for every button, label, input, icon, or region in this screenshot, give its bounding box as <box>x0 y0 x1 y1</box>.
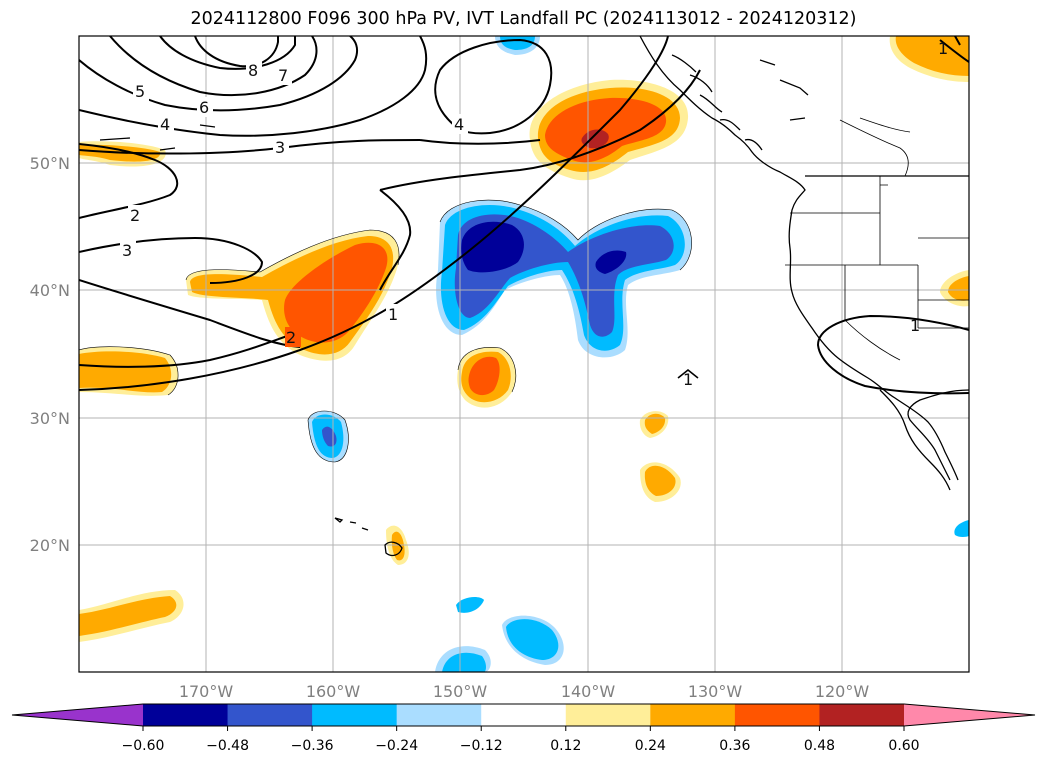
lon-label-170w: 170°W <box>179 682 234 701</box>
colorbar-tick-label: 0.24 <box>635 738 666 754</box>
pv-contour-2 <box>79 143 179 219</box>
pv-contour-1-topright <box>939 36 969 63</box>
contour-label: 1 <box>683 370 693 389</box>
pv-contour-7 <box>159 36 296 70</box>
colorbar-tick-label: −0.36 <box>291 738 334 754</box>
lat-label-50n: 50°N <box>30 154 70 173</box>
colorbar-tick-label: −0.12 <box>460 738 503 754</box>
state-borders <box>785 176 969 361</box>
colorbar-tick-label: 0.12 <box>550 738 581 754</box>
map-plot-area: 1 1 1 2 2 3 3 4 4 5 6 7 8 1 <box>79 36 969 672</box>
lon-label-160w: 160°W <box>306 682 361 701</box>
colorbar-extend-low <box>12 704 143 726</box>
map-frame <box>78 35 970 673</box>
colorbar-tick-label: −0.48 <box>206 738 249 754</box>
contour-label: 8 <box>248 61 258 80</box>
contour-label: 4 <box>454 115 464 134</box>
lon-labels: 170°W 160°W 150°W 140°W 130°W 120°W <box>179 682 870 701</box>
coastline-hawaii <box>334 517 403 557</box>
colorbar-segment <box>396 704 482 726</box>
lon-label-150w: 150°W <box>433 682 488 701</box>
coastline-north-america <box>639 36 959 481</box>
pv-contour-1-ring <box>379 69 701 191</box>
colorbar-segment <box>481 704 567 726</box>
anomaly-edge-lines <box>79 199 692 463</box>
pv-contour-1 <box>79 36 669 391</box>
contour-labels: 1 1 1 2 2 3 3 4 4 5 6 7 8 1 <box>120 39 948 389</box>
colorbar-tick-label: 0.48 <box>804 738 835 754</box>
gridlines <box>79 36 969 672</box>
contour-label: 2 <box>286 328 296 347</box>
pv-contour-1-small <box>677 368 699 379</box>
colorbar-segment <box>650 704 736 726</box>
lat-labels: 20°N 30°N 40°N 50°N <box>30 154 70 555</box>
anomaly-blob-negative-right <box>954 520 969 537</box>
contour-label: 1 <box>388 305 398 324</box>
contour-label: 3 <box>122 241 132 260</box>
colorbar-segment <box>565 704 651 726</box>
pv-contour-1-east <box>816 314 969 395</box>
pv-contour-4-east <box>434 38 553 135</box>
pv-contour-1-west <box>79 334 291 368</box>
contour-label: 3 <box>275 138 285 157</box>
lon-label-120w: 120°W <box>815 682 870 701</box>
anomaly-blob-negative-15n <box>456 597 484 613</box>
pv-contour-2-mid <box>419 139 541 145</box>
colorbar-segment <box>143 704 229 726</box>
lon-label-140w: 140°W <box>561 682 616 701</box>
pv-contour-8 <box>194 36 279 68</box>
colorbar-tick-label: −0.60 <box>122 738 165 754</box>
map-title: 2024112800 F096 300 hPa PV, IVT Landfall… <box>190 9 857 29</box>
lat-label-40n: 40°N <box>30 281 70 300</box>
pv-contour-6 <box>109 36 318 97</box>
contour-label: 5 <box>135 82 145 101</box>
contour-label: 2 <box>130 206 140 225</box>
contour-label: 7 <box>278 66 288 85</box>
contour-label: 6 <box>199 98 209 117</box>
contour-label: 1 <box>910 316 920 335</box>
colorbar-extend-high <box>904 704 1035 726</box>
colorbar: −0.60 −0.48 −0.36 −0.24 −0.12 0.12 0.24 0.36 0.4… <box>11 703 1036 754</box>
colorbar-segment <box>227 704 313 726</box>
lon-label-130w: 130°W <box>688 682 743 701</box>
lat-label-30n: 30°N <box>30 409 70 428</box>
colorbar-segment <box>312 704 398 726</box>
contour-label: 1 <box>938 39 948 58</box>
colorbar-segment <box>734 704 820 726</box>
colorbar-tick-label: −0.24 <box>375 738 418 754</box>
coastlines <box>99 36 969 557</box>
colorbar-tick-label: 0.36 <box>719 738 750 754</box>
lat-label-20n: 20°N <box>30 536 70 555</box>
contour-label: 4 <box>160 115 170 134</box>
colorbar-tick-label: 0.60 <box>888 738 919 754</box>
colorbar-segment <box>819 704 905 726</box>
